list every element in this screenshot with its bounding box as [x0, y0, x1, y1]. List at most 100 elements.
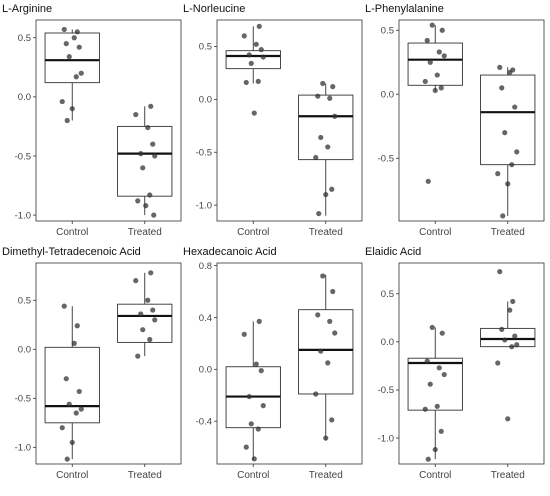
- iqr-box: [298, 309, 354, 395]
- data-point: [502, 337, 508, 343]
- data-point: [148, 270, 154, 276]
- data-point: [514, 149, 520, 155]
- x-category-label: Control: [56, 470, 88, 481]
- data-point: [439, 27, 445, 33]
- data-point: [255, 426, 261, 432]
- data-point: [140, 165, 146, 171]
- data-point: [424, 37, 430, 44]
- data-point: [151, 212, 157, 218]
- panel-border: [35, 19, 182, 222]
- data-point: [133, 111, 139, 118]
- x-category-label: Treated: [491, 470, 525, 481]
- data-point: [243, 79, 249, 86]
- data-point: [61, 303, 67, 309]
- data-point: [145, 124, 151, 131]
- data-point: [74, 323, 80, 329]
- data-point: [497, 64, 503, 70]
- data-point: [327, 95, 333, 101]
- y-tick-label: 0.5: [381, 289, 394, 300]
- panel-6: Elaidic Acid 0.5 0.0 -0.5 -1.0 Control Treated: [365, 246, 545, 481]
- y-tick-label: -0.5: [378, 385, 394, 396]
- iqr-box: [117, 125, 173, 197]
- data-point: [59, 425, 65, 431]
- data-point: [315, 93, 321, 99]
- data-point: [76, 388, 82, 395]
- data-point: [434, 72, 440, 78]
- data-point: [325, 144, 331, 150]
- data-point: [148, 103, 154, 109]
- data-point: [255, 78, 261, 84]
- iqr-box: [225, 50, 281, 70]
- data-point: [138, 151, 144, 157]
- x-category-label: Control: [56, 227, 88, 238]
- data-point: [69, 106, 75, 112]
- iqr-box: [480, 74, 536, 166]
- data-point: [253, 361, 259, 367]
- data-point: [441, 53, 447, 59]
- panel-title: L-Norleucine: [183, 3, 245, 15]
- panel-4: Dimethyl-Tetradecenoic Acid 0.5 0.0 -0.5 -1.…: [2, 246, 182, 481]
- y-tick-label: 0.0: [199, 365, 212, 376]
- data-point: [495, 171, 501, 177]
- iqr-box: [117, 303, 173, 343]
- data-point: [69, 439, 75, 446]
- y-tick-label: -0.5: [15, 151, 31, 162]
- data-point: [71, 340, 77, 346]
- y-tick-label: 0.5: [18, 296, 31, 307]
- data-point: [260, 54, 266, 60]
- panel-title: Dimethyl-Tetradecenoic Acid: [2, 246, 141, 258]
- iqr-box: [480, 327, 536, 348]
- data-point: [76, 44, 82, 50]
- data-point: [63, 376, 69, 382]
- data-point: [425, 178, 431, 184]
- data-point: [135, 198, 141, 204]
- data-point: [329, 186, 335, 192]
- y-tick-label: 0.0: [18, 92, 31, 103]
- data-point: [422, 406, 428, 412]
- y-tick-label: -0.5: [15, 394, 31, 405]
- panel-title: Elaidic Acid: [365, 246, 421, 258]
- y-tick-label: -1.0: [15, 443, 31, 454]
- data-point: [140, 327, 146, 333]
- iqr-box: [44, 346, 100, 424]
- y-tick-label: 0.0: [18, 345, 31, 356]
- y-tick-label: 0.5: [199, 42, 212, 53]
- data-point: [514, 342, 520, 348]
- x-category-label: Treated: [128, 227, 162, 238]
- data-point: [438, 428, 444, 434]
- y-tick-label: -1.0: [378, 433, 394, 444]
- data-point: [248, 60, 254, 66]
- data-point: [320, 273, 326, 279]
- data-point: [248, 421, 254, 427]
- data-point: [78, 406, 84, 412]
- data-point: [499, 326, 505, 332]
- panel-border: [35, 262, 182, 465]
- data-point: [253, 41, 259, 47]
- data-point: [507, 69, 513, 76]
- data-point: [251, 456, 257, 462]
- data-point: [73, 410, 79, 416]
- iqr-box: [407, 42, 463, 86]
- data-point: [150, 141, 156, 147]
- x-category-label: Control: [419, 470, 451, 481]
- data-point: [432, 87, 438, 94]
- data-point: [66, 401, 72, 407]
- data-point: [246, 52, 252, 58]
- y-tick-label: -0.4: [196, 417, 212, 428]
- data-point: [241, 33, 247, 39]
- data-point: [320, 80, 326, 87]
- data-point: [509, 162, 515, 168]
- data-point: [425, 456, 431, 462]
- panel-title: Hexadecanoic Acid: [183, 246, 277, 258]
- data-point: [318, 134, 324, 141]
- panel-title: L-Arginine: [2, 3, 52, 15]
- data-point: [313, 391, 319, 397]
- data-point: [78, 70, 84, 76]
- y-tick-label: 0.0: [199, 95, 212, 106]
- data-point: [147, 336, 153, 343]
- data-point: [152, 153, 158, 159]
- data-point: [313, 154, 319, 161]
- y-tick-label: -1.0: [196, 200, 212, 211]
- panel-5: Hexadecanoic Acid 0.8 0.4 0.0 -0.4 Control Tre…: [183, 246, 363, 481]
